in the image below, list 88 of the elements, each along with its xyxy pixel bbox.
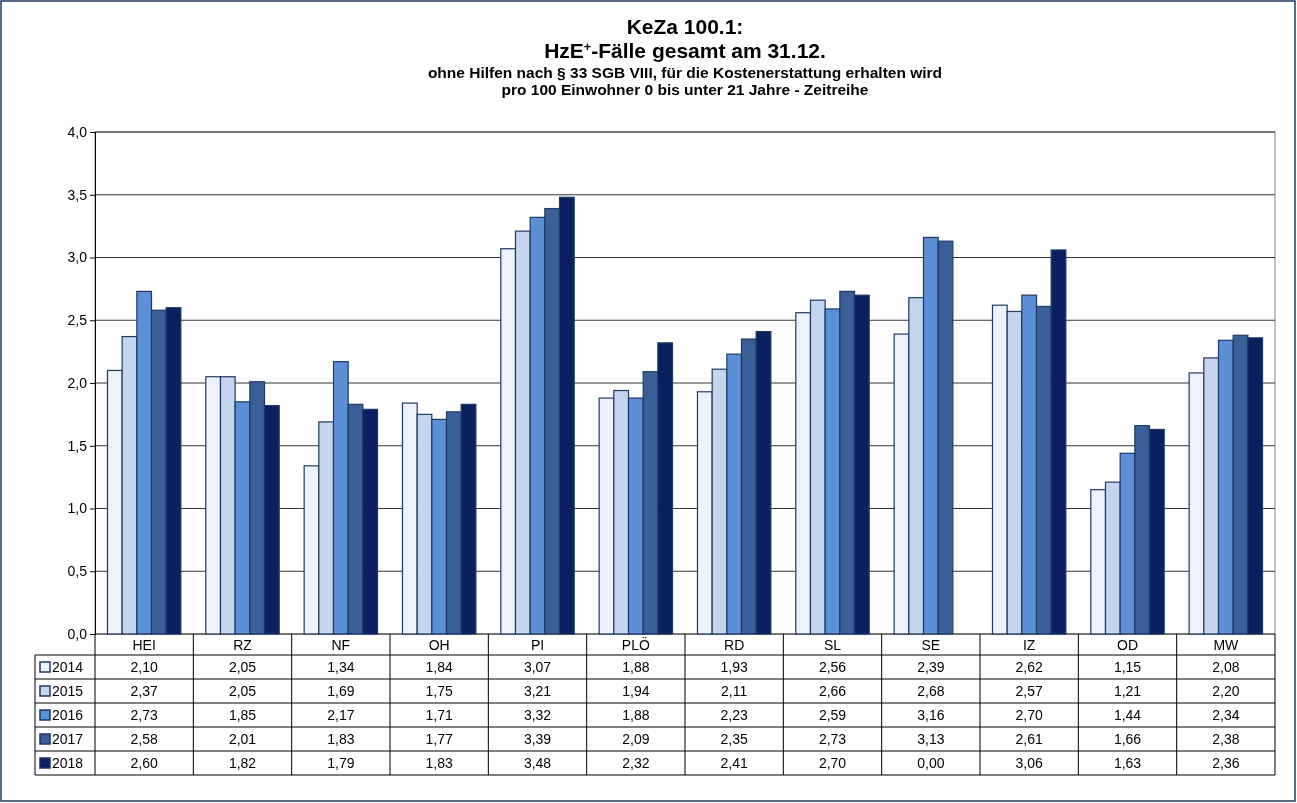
- data-label: 2,23: [720, 707, 748, 723]
- data-label: 2,56: [818, 659, 847, 675]
- data-label: 1,66: [1113, 731, 1142, 747]
- legend-label: 2014: [52, 659, 84, 675]
- data-label: 2,60: [130, 755, 158, 771]
- data-label: 2,66: [818, 683, 847, 699]
- data-label: 2,01: [228, 731, 257, 747]
- data-label: 1,84: [425, 659, 453, 675]
- x-tick-label: HEI: [132, 637, 156, 653]
- data-label: 2,10: [130, 659, 158, 675]
- data-label: 2,37: [130, 683, 158, 699]
- data-label: 2,05: [228, 683, 257, 699]
- y-tick-label: 3,5: [67, 186, 88, 203]
- data-label: 2,17: [327, 707, 355, 723]
- data-label: 3,16: [917, 707, 945, 723]
- y-tick-label: 3,0: [67, 249, 88, 266]
- y-tick-label: 0,5: [67, 563, 88, 580]
- data-label: 2,70: [818, 755, 847, 771]
- data-label: 1,71: [425, 707, 453, 723]
- legend-label: 2015: [52, 683, 84, 699]
- x-tick-label: NF: [331, 637, 351, 653]
- data-label: 2,59: [818, 707, 847, 723]
- data-label: 3,21: [523, 683, 552, 699]
- data-label: 3,39: [523, 731, 552, 747]
- data-label: 3,07: [523, 659, 552, 675]
- data-label: 1,79: [327, 755, 355, 771]
- data-label: 2,41: [720, 755, 748, 771]
- y-tick-label: 1,5: [67, 437, 88, 454]
- data-label: 1,82: [228, 755, 257, 771]
- x-tick-label: OD: [1117, 637, 1138, 653]
- data-label: 2,32: [622, 755, 650, 771]
- data-label: 1,44: [1113, 707, 1142, 723]
- data-label: 2,39: [917, 659, 945, 675]
- data-label: 2,34: [1212, 707, 1240, 723]
- y-tick-label: 4,0: [67, 123, 88, 140]
- data-label: 1,85: [228, 707, 257, 723]
- data-label: 2,36: [1212, 755, 1240, 771]
- data-label: 0,00: [917, 755, 945, 771]
- x-tick-label: PLÖ: [621, 636, 650, 653]
- data-label: 1,63: [1113, 755, 1142, 771]
- y-tick-label: 0,0: [67, 625, 88, 642]
- data-label: 2,57: [1015, 683, 1043, 699]
- chart-title: KeZa 100.1: HzE$^{+}$-Fälle gesamt am 31.12.: [544, 15, 826, 62]
- x-tick-label: IZ: [1022, 637, 1036, 653]
- chart-subtitle: ohne Hilfen nach § 33 SGB VIII, für die Kostenerstattung erhalten wird pro 100 Einwohner 0 bis unter 21 Jahre - Zeitreihe: [427, 64, 943, 98]
- x-tick-label: RZ: [233, 637, 253, 653]
- data-label: 3,48: [523, 755, 552, 771]
- data-label: 1,69: [327, 683, 355, 699]
- data-label: 2,35: [720, 731, 748, 747]
- data-label: 1,93: [720, 659, 748, 675]
- x-tick-label: SL: [823, 637, 842, 653]
- data-label: 2,11: [721, 683, 748, 699]
- data-label: 2,05: [228, 659, 257, 675]
- data-label: 2,08: [1212, 659, 1240, 675]
- y-tick-label: 1,0: [67, 500, 88, 517]
- data-label: 2,20: [1212, 683, 1240, 699]
- data-label: 2,73: [818, 731, 847, 747]
- data-label: 2,09: [622, 731, 650, 747]
- data-label: 2,68: [917, 683, 945, 699]
- x-tick-label: PI: [530, 637, 545, 653]
- data-label: 3,06: [1015, 755, 1043, 771]
- data-label: 1,94: [622, 683, 650, 699]
- data-label: 2,73: [130, 707, 158, 723]
- data-label: 1,88: [622, 707, 650, 723]
- data-label: 2,38: [1212, 731, 1240, 747]
- data-label: 1,15: [1113, 659, 1142, 675]
- data-label: 1,21: [1113, 683, 1142, 699]
- data-label: 2,70: [1015, 707, 1043, 723]
- data-label: 2,61: [1015, 731, 1043, 747]
- data-label: 1,75: [425, 683, 453, 699]
- legend-label: 2018: [52, 755, 84, 771]
- legend-label: 2016: [52, 707, 84, 723]
- data-label: 1,88: [622, 659, 650, 675]
- data-label: 2,62: [1015, 659, 1043, 675]
- data-label: 1,34: [327, 659, 355, 675]
- x-tick-label: MW: [1213, 637, 1240, 653]
- data-label: 1,83: [327, 731, 355, 747]
- data-label: 2,58: [130, 731, 158, 747]
- x-tick-label: SE: [921, 637, 941, 653]
- x-tick-label: OH: [428, 637, 450, 653]
- legend-label: 2017: [52, 731, 84, 747]
- data-label: 3,32: [523, 707, 552, 723]
- data-label: 3,13: [917, 731, 945, 747]
- data-label: 1,77: [425, 731, 453, 747]
- x-tick-label: RD: [724, 637, 745, 653]
- y-tick-label: 2,5: [67, 312, 88, 329]
- data-label: 1,83: [425, 755, 453, 771]
- y-tick-label: 2,0: [67, 374, 88, 391]
